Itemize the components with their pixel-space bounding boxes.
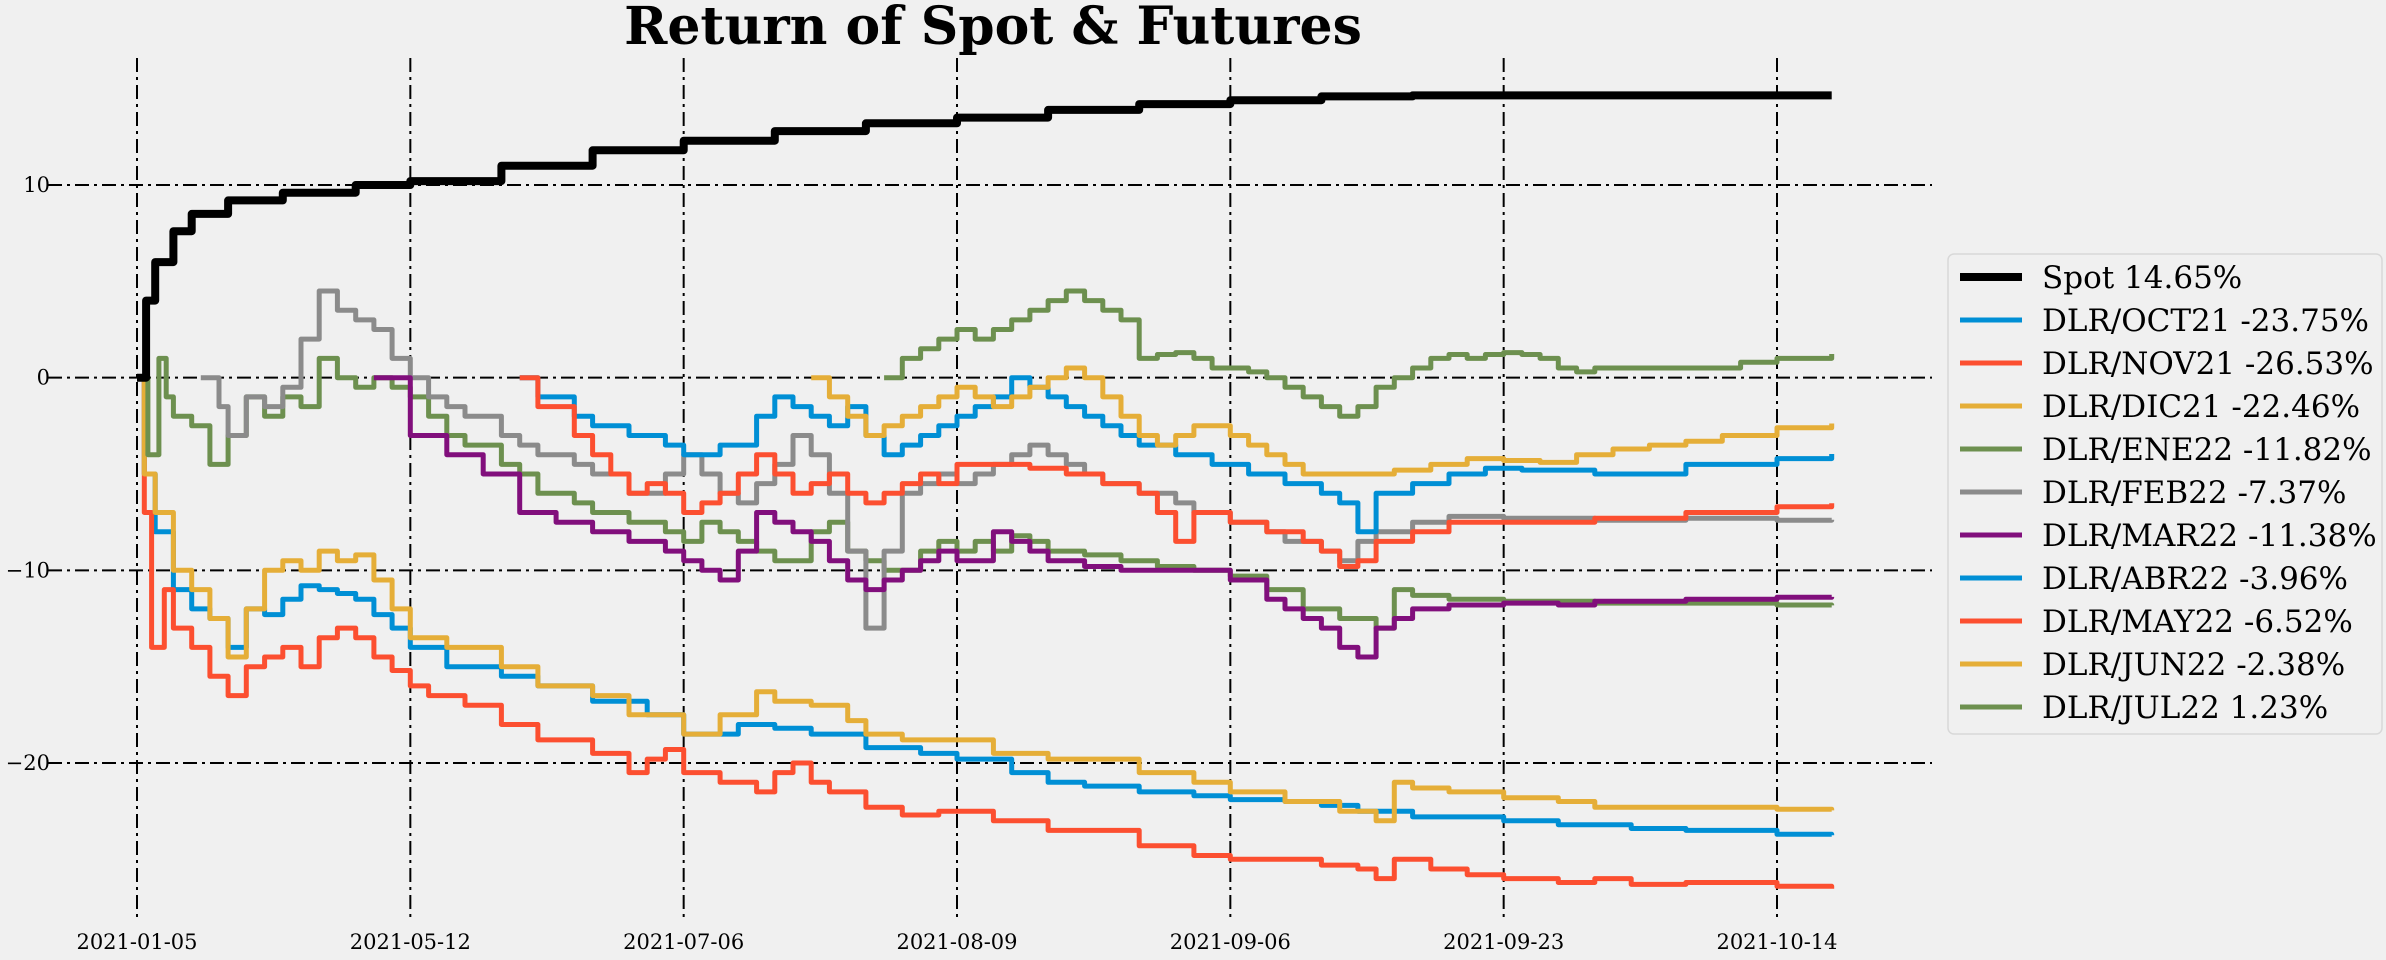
legend-entry: DLR/MAY22 -6.52%: [2042, 604, 2353, 640]
series-line-8: [519, 375, 1835, 535]
legend-entry: DLR/OCT21 -23.75%: [2042, 303, 2369, 339]
series-layer: [137, 91, 1835, 889]
series-line-1: [137, 91, 1832, 382]
legend-entry: DLR/FEB22 -7.37%: [2042, 475, 2346, 511]
series-line-9: [519, 375, 1835, 569]
x-tick-label: 2021-05-12: [350, 930, 471, 954]
series-line-4: [137, 375, 1835, 824]
chart-title: Return of Spot & Futures: [624, 0, 1362, 57]
series-line-3: [137, 375, 1835, 889]
legend-entry: DLR/ABR22 -3.96%: [2042, 561, 2348, 597]
legend-entry: DLR/JUN22 -2.38%: [2042, 647, 2345, 683]
x-axis: 2021-01-05 2021-05-12 2021-07-06 2021-08-09…: [76, 930, 1837, 954]
legend-entry: Spot 14.65%: [2042, 260, 2242, 296]
legend-entry: DLR/JUL22 1.23%: [2042, 690, 2328, 726]
x-tick-label: 2021-08-09: [896, 930, 1017, 954]
series-line-6: [200, 288, 1835, 631]
x-tick-label: 2021-09-06: [1170, 930, 1291, 954]
y-tick-label: 10: [23, 173, 50, 197]
series-line-11: [884, 288, 1835, 419]
y-tick-label: 0: [37, 366, 50, 390]
x-tick-label: 2021-01-05: [76, 930, 197, 954]
legend-frame: [1947, 253, 2383, 735]
series-line-10: [811, 365, 1835, 477]
y-tick-label: −10: [6, 558, 50, 582]
y-axis: 10 0 −10 −20: [6, 173, 50, 775]
legend-entry: DLR/DIC21 -22.46%: [2042, 389, 2360, 425]
x-tick-label: 2021-07-06: [623, 930, 744, 954]
legend: Spot 14.65% DLR/OCT21 -23.75% DLR/NOV21 -2…: [1947, 253, 2383, 735]
x-tick-label: 2021-10-14: [1716, 930, 1837, 954]
x-tick-label: 2021-09-23: [1443, 930, 1564, 954]
legend-entry: DLR/ENE22 -11.82%: [2042, 432, 2372, 468]
series-line-7: [373, 375, 1835, 660]
legend-entry: DLR/NOV21 -26.53%: [2042, 346, 2374, 382]
legend-entry: DLR/MAR22 -11.38%: [2042, 518, 2377, 554]
y-tick-label: −20: [6, 751, 50, 775]
grid-layer: [48, 58, 1932, 918]
